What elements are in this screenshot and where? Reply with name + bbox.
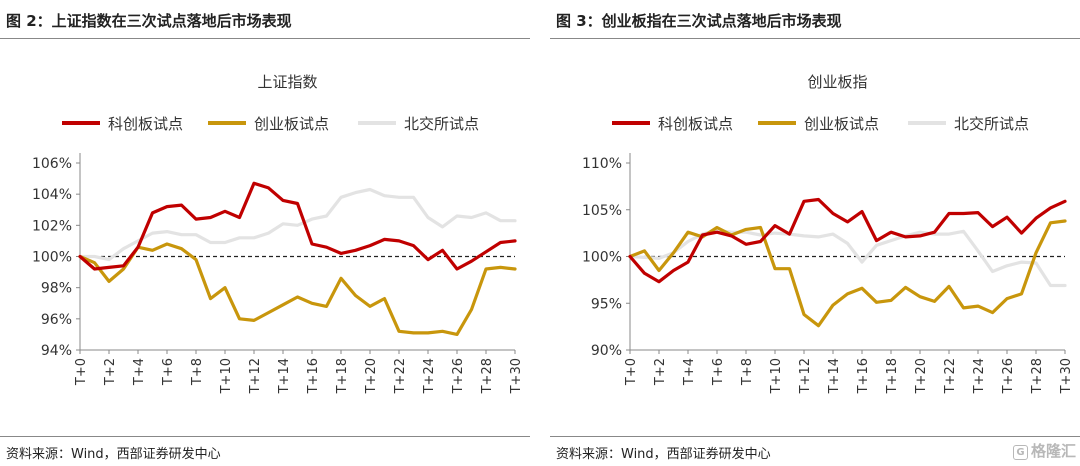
x-tick-label: T+24 bbox=[972, 358, 987, 394]
x-tick-label: T+22 bbox=[943, 358, 958, 394]
chart-title: 创业板指 bbox=[807, 73, 867, 91]
watermark-icon: G bbox=[1012, 445, 1028, 460]
y-tick-label: 94% bbox=[41, 343, 72, 359]
y-tick-label: 106% bbox=[32, 156, 72, 172]
legend-label: 北交所试点 bbox=[954, 115, 1029, 133]
source-note: 资料来源：Wind，西部证券研发中心 bbox=[556, 447, 771, 462]
x-tick-label: T+20 bbox=[914, 358, 929, 394]
bottom-rule bbox=[550, 436, 1080, 437]
y-tick-label: 105% bbox=[582, 203, 622, 219]
legend-label: 创业板试点 bbox=[254, 115, 329, 133]
x-tick-label: T+0 bbox=[74, 358, 89, 386]
x-tick-label: T+4 bbox=[132, 358, 147, 386]
x-tick-label: T+18 bbox=[335, 358, 350, 394]
y-tick-label: 90% bbox=[591, 343, 622, 359]
x-tick-label: T+26 bbox=[451, 358, 466, 394]
x-tick-label: T+16 bbox=[306, 358, 321, 394]
x-tick-label: T+14 bbox=[827, 358, 842, 394]
y-tick-label: 96% bbox=[41, 312, 72, 328]
x-tick-label: T+6 bbox=[711, 358, 726, 386]
x-tick-label: T+12 bbox=[798, 358, 813, 394]
right-figure-panel: 图 3：创业板指在三次试点落地后市场表现 创业板指科创板试点 创业板试点 北交所试点… bbox=[550, 0, 1080, 466]
x-tick-label: T+28 bbox=[480, 358, 495, 394]
x-tick-label: T+18 bbox=[885, 358, 900, 394]
x-tick-label: T+10 bbox=[769, 358, 784, 394]
series-line bbox=[78, 242, 517, 336]
legend-label: 创业板试点 bbox=[804, 115, 879, 133]
legend-item: 创业板试点 bbox=[208, 115, 329, 133]
series-line bbox=[628, 197, 1067, 284]
legend-label: 科创板试点 bbox=[108, 115, 183, 133]
legend-label: 科创板试点 bbox=[658, 115, 733, 133]
x-tick-label: T+8 bbox=[190, 358, 205, 386]
y-tick-label: 98% bbox=[41, 281, 72, 297]
legend-item: 北交所试点 bbox=[358, 115, 479, 133]
y-tick-label: 95% bbox=[591, 296, 622, 312]
y-tick-label: 110% bbox=[582, 156, 622, 172]
x-tick-label: T+6 bbox=[161, 358, 176, 386]
x-tick-label: T+12 bbox=[248, 358, 263, 394]
x-tick-label: T+20 bbox=[364, 358, 379, 394]
watermark-logo: G 格隆汇 bbox=[1012, 440, 1076, 461]
figure-title: 图 3：创业板指在三次试点落地后市场表现 bbox=[556, 12, 842, 30]
figure-title: 图 2：上证指数在三次试点落地后市场表现 bbox=[6, 12, 292, 30]
x-tick-label: T+2 bbox=[653, 358, 668, 386]
y-tick-label: 102% bbox=[32, 218, 72, 234]
x-tick-label: T+4 bbox=[682, 358, 697, 386]
x-tick-label: T+14 bbox=[277, 358, 292, 394]
legend-label: 北交所试点 bbox=[404, 115, 479, 133]
chart-title: 上证指数 bbox=[257, 73, 317, 91]
series-line bbox=[78, 181, 517, 271]
x-tick-label: T+30 bbox=[1059, 358, 1074, 394]
x-tick-label: T+10 bbox=[219, 358, 234, 394]
bottom-rule bbox=[0, 436, 530, 437]
legend-item: 创业板试点 bbox=[758, 115, 879, 133]
watermark-text: 格隆汇 bbox=[1030, 442, 1076, 460]
y-tick-label: 100% bbox=[32, 250, 72, 266]
left-figure-panel: 图 2：上证指数在三次试点落地后市场表现 上证指数科创板试点 创业板试点 北交所试点… bbox=[0, 0, 530, 466]
legend-item: 北交所试点 bbox=[908, 115, 1029, 133]
series-line bbox=[78, 187, 517, 262]
top-rule bbox=[0, 38, 530, 39]
x-tick-label: T+24 bbox=[422, 358, 437, 394]
legend-item: 科创板试点 bbox=[612, 115, 733, 133]
source-note: 资料来源：Wind，西部证券研发中心 bbox=[6, 447, 221, 462]
x-tick-label: T+30 bbox=[509, 358, 524, 394]
x-tick-label: T+8 bbox=[740, 358, 755, 386]
x-tick-label: T+0 bbox=[624, 358, 639, 386]
x-tick-label: T+22 bbox=[393, 358, 408, 394]
top-rule bbox=[550, 38, 1080, 39]
series-line bbox=[628, 228, 1067, 288]
y-tick-label: 104% bbox=[32, 187, 72, 203]
x-tick-label: T+16 bbox=[856, 358, 871, 394]
legend-item: 科创板试点 bbox=[62, 115, 183, 133]
x-tick-label: T+2 bbox=[103, 358, 118, 386]
y-tick-label: 100% bbox=[582, 250, 622, 266]
x-tick-label: T+26 bbox=[1001, 358, 1016, 394]
x-tick-label: T+28 bbox=[1030, 358, 1045, 394]
